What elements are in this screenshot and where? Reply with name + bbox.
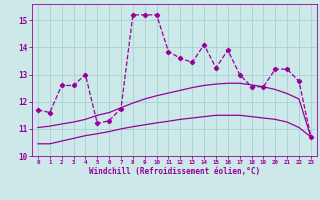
X-axis label: Windchill (Refroidissement éolien,°C): Windchill (Refroidissement éolien,°C) <box>89 167 260 176</box>
